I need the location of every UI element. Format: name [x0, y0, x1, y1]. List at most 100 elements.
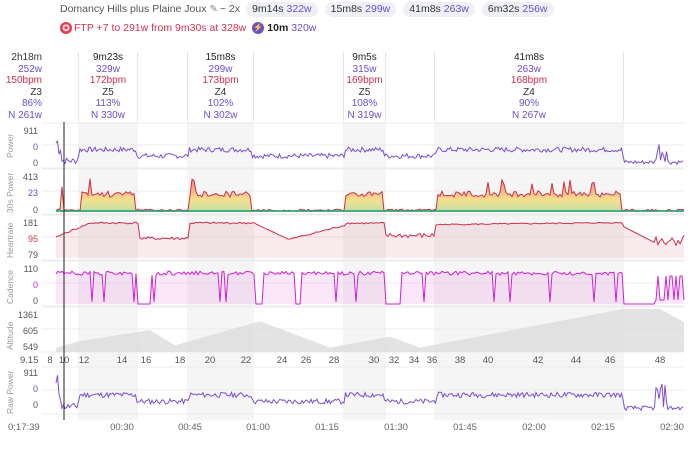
distance-tick-label: 24 — [277, 355, 288, 366]
bolt-icon: ⚡ — [252, 21, 265, 34]
altitude-axis-title: Altitude — [5, 321, 15, 350]
distance-tick-label: 14 — [117, 355, 128, 366]
time-tick-label: 00:45 — [178, 422, 202, 433]
time-axis: 0:17:39 00:30 00:45 01:00 01:15 01:30 01:45 02… — [8, 422, 684, 433]
power30-max-tick: 413 — [23, 172, 38, 182]
distance-tick-label: 12 — [79, 355, 90, 366]
summary-np: N 261w — [8, 109, 42, 121]
time-tick-label: 02:00 — [522, 422, 546, 433]
interval-segment-2[interactable]: 15m8s 299w 173bpm Z4 102% N 302w — [187, 52, 254, 121]
activity-title[interactable]: Domancy Hills plus Plaine Joux — [60, 3, 207, 15]
interval-segment-4[interactable]: 41m8s 263w 168bpm Z4 90% N 267w — [434, 52, 624, 121]
ftp-badge[interactable]: ✪ FTP +7 to 291w from 9m30s at 328w — [60, 21, 247, 34]
distance-tick-label: 16 — [141, 355, 152, 366]
altitude-max-tick: 1361 — [18, 310, 38, 320]
segment-duration: 9m23s — [92, 52, 123, 63]
interval-pill[interactable]: 41m8s 263w — [403, 1, 475, 17]
power-min-tick: 0 — [33, 158, 38, 168]
segment-zone: Z4 — [214, 86, 227, 98]
time-tick-label: 01:15 — [315, 422, 339, 433]
cadence-mid-tick: 0 — [33, 280, 38, 290]
heartrate-line — [55, 221, 685, 247]
interval-band — [187, 122, 254, 420]
rawpower-min-tick: 0 — [33, 400, 38, 410]
power30-chart[interactable]: 30s Power 413 23 0 — [5, 172, 685, 215]
power-mid-tick: 0 — [33, 142, 38, 152]
star-icon: ✪ — [60, 21, 72, 34]
repeat-count: ~ 2x — [219, 3, 241, 15]
summary-power: 252w — [18, 63, 42, 75]
segment-pct: 113% — [95, 98, 121, 110]
distance-tick-label: 8 — [47, 355, 52, 366]
pencil-icon[interactable]: ✎ — [209, 3, 218, 15]
best-effort-badge[interactable]: ⚡ 10m 320w — [252, 21, 317, 34]
segment-hr: 168bpm — [510, 75, 548, 87]
power-line — [55, 139, 684, 166]
rawpower-mid-tick: 0 — [33, 384, 38, 394]
interval-segment-1[interactable]: 9m23s 329w 172bpm Z5 113% N 330w — [78, 52, 138, 121]
interval-segment-3[interactable]: 9m5s 315w 169bpm Z5 108% N 319w — [343, 52, 386, 121]
distance-tick-label: 42 — [533, 355, 544, 366]
power-axis-title: Power — [5, 134, 15, 158]
segment-hr: 169bpm — [346, 75, 383, 87]
interval-watts: 263w — [443, 3, 469, 15]
segment-pct: 90% — [518, 98, 539, 110]
altitude-chart[interactable]: Altitude 1361 605 549 — [5, 308, 684, 352]
interval-pill[interactable]: 6m32s 256w — [481, 1, 554, 17]
interval-pill[interactable]: 15m8s 299w — [324, 1, 397, 17]
heartrate-mid-tick: 95 — [28, 234, 38, 244]
distance-tick-label: 32 — [389, 355, 400, 366]
distance-tick-label: 48 — [655, 355, 666, 366]
power-max-tick: 911 — [24, 126, 38, 136]
cadence-chart[interactable]: Cadence 110 0 0 — [5, 264, 685, 306]
interval-watts: 299w — [365, 3, 391, 15]
segment-np: N 319w — [347, 109, 382, 121]
time-tick-label: 02:30 — [660, 422, 684, 433]
interval-band — [343, 122, 386, 420]
summary-hr: 150bpm — [5, 75, 42, 87]
activity-summary: 2h18m 252w 150bpm Z3 86% N 261w — [0, 52, 42, 122]
segment-pct: 102% — [207, 98, 234, 110]
ftp-text: FTP +7 to 291w from 9m30s at 328w — [74, 21, 247, 34]
distance-start-label: 9.15 — [20, 355, 39, 366]
cadence-min-tick: 0 — [33, 296, 38, 306]
interval-duration: 9m14s — [252, 3, 284, 15]
segment-duration: 15m8s — [205, 52, 236, 63]
interval-duration: 6m32s — [487, 3, 520, 15]
distance-tick-label: 40 — [483, 355, 494, 366]
distance-tick-label: 26 — [301, 355, 312, 366]
interval-band — [434, 122, 624, 420]
distance-tick-label: 38 — [455, 355, 466, 366]
power30-area — [56, 178, 684, 212]
segment-duration: 41m8s — [513, 52, 544, 63]
interval-pill[interactable]: 9m14s 322w — [246, 1, 318, 17]
altitude-min-tick: 549 — [23, 342, 38, 352]
distance-tick-label: 34 — [409, 355, 420, 366]
rawpower-max-tick: 911 — [24, 368, 38, 378]
interval-duration: 41m8s — [409, 3, 441, 15]
segment-hr: 172bpm — [89, 75, 127, 87]
time-tick-label: 01:45 — [453, 422, 477, 433]
rawpower-chart[interactable]: Raw Power 911 0 0 — [5, 368, 684, 414]
chart-gridlines — [42, 122, 684, 415]
distance-tick-label: 28 — [329, 355, 340, 366]
distance-tick-label: 20 — [205, 355, 216, 366]
records-row: ✪ FTP +7 to 291w from 9m30s at 328w ⚡ 10m 3… — [60, 20, 316, 35]
distance-tick-label: 18 — [175, 355, 186, 366]
power30-mid-tick: 23 — [28, 188, 38, 198]
segment-power: 263w — [517, 63, 541, 75]
interval-duration: 15m8s — [330, 3, 363, 15]
cadence-line — [55, 270, 685, 305]
interval-shading — [78, 122, 624, 420]
segment-np: N 302w — [203, 109, 238, 121]
rawpower-axis-title: Raw Power — [5, 370, 15, 414]
distance-tick-label: 36 — [427, 355, 438, 366]
time-tick-label: 01:00 — [246, 422, 270, 433]
time-tick-label: 01:30 — [384, 422, 408, 433]
best-watts: 320w — [291, 21, 317, 34]
cadence-axis-title: Cadence — [5, 270, 15, 304]
power-chart[interactable]: Power 911 0 0 — [5, 126, 684, 168]
heartrate-max-tick: 181 — [23, 218, 38, 228]
heartrate-chart[interactable]: Heartrate 181 95 79 — [5, 218, 685, 260]
